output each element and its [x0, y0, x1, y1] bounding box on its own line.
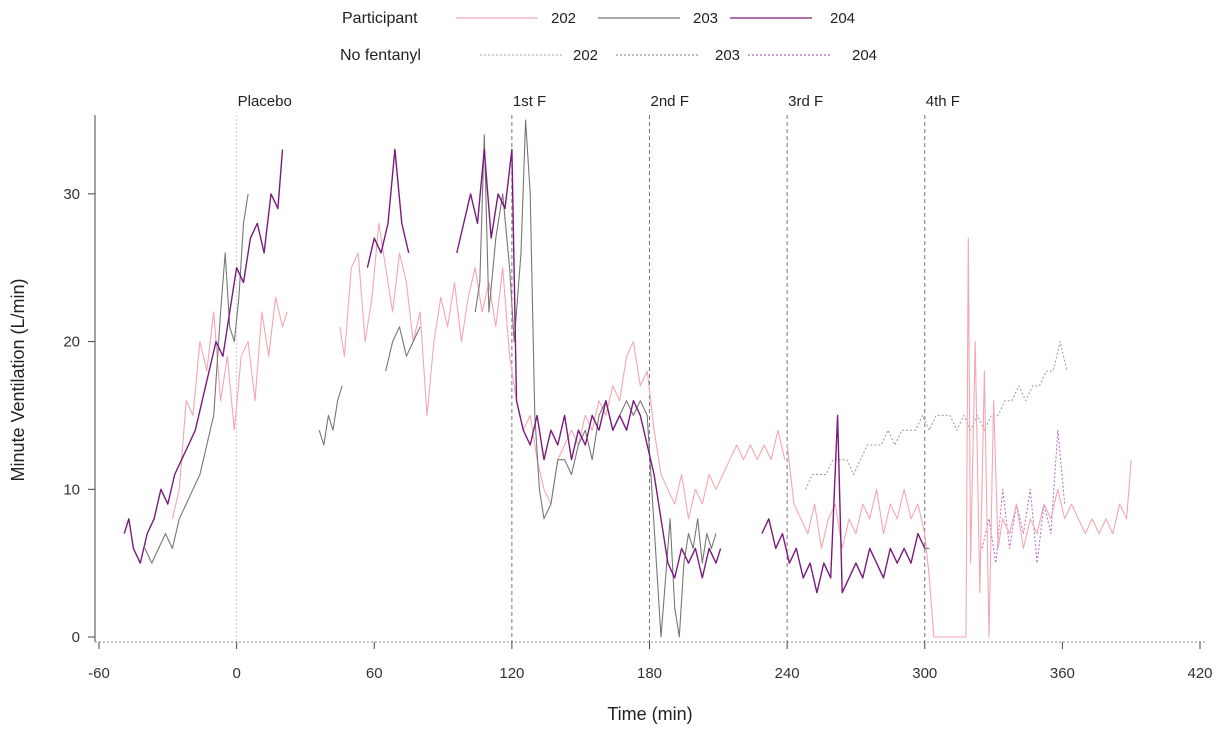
x-tick-label: 180	[637, 665, 662, 682]
event-label: 1st F	[513, 93, 546, 110]
series-line-203-participant	[474, 119, 717, 638]
x-axis-title: Time (min)	[607, 704, 692, 724]
event-lines: Placebo 1st F 2nd F 3rd F 4th F	[236, 93, 960, 642]
series-line-203-participant	[385, 326, 421, 372]
y-tick-label: 0	[72, 629, 80, 646]
x-tick-label: 240	[775, 665, 800, 682]
y-axis-title: Minute Ventilation (L/min)	[8, 278, 28, 481]
y-tick-label: 20	[63, 334, 80, 351]
legend-entry: 202	[573, 47, 598, 64]
series-line-204-participant	[456, 148, 722, 579]
legend-entry: 204	[852, 47, 877, 64]
series-line-202-participant	[339, 222, 786, 520]
series-line-204-participant	[123, 149, 284, 564]
event-label: 4th F	[926, 93, 960, 110]
series-line-203-no-fentanyl	[805, 341, 1068, 490]
legend-title: No fentanyl	[340, 47, 421, 64]
event-label: Placebo	[238, 93, 292, 110]
series-line-202-participant	[171, 296, 288, 519]
axes: 0 10 20 30 -60 0 60 120 180 240 300 360 420	[63, 115, 1213, 682]
event-label: 2nd F	[651, 93, 689, 110]
event-label: 3rd F	[788, 93, 823, 110]
series-line-204-participant	[761, 414, 926, 594]
x-tick-label: 60	[366, 665, 383, 682]
x-tick-label: 360	[1050, 665, 1075, 682]
legend-entry: 204	[830, 10, 855, 27]
series-line-202-participant	[786, 237, 1132, 638]
legend-entry: 203	[715, 47, 740, 64]
series-line-204-no-fentanyl	[981, 429, 1066, 564]
series-line-203-participant	[144, 193, 249, 564]
series-line-204-participant	[366, 148, 410, 268]
legend-entry: 202	[551, 10, 576, 27]
legend: Participant 202 203 204 No fentanyl 202 203 204	[340, 10, 877, 64]
x-tick-label: 420	[1187, 665, 1212, 682]
legend-title: Participant	[342, 10, 418, 27]
series-layer	[123, 119, 1132, 638]
x-tick-label: 300	[912, 665, 937, 682]
x-tick-label: 120	[499, 665, 524, 682]
series-line-203-participant	[318, 385, 343, 446]
x-tick-label: 0	[232, 665, 240, 682]
x-tick-label: -60	[88, 665, 110, 682]
y-tick-label: 30	[63, 186, 80, 203]
y-tick-label: 10	[63, 481, 80, 498]
legend-entry: 203	[693, 10, 718, 27]
